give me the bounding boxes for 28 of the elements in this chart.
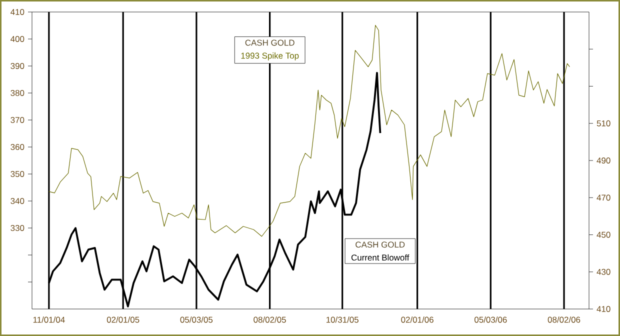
x-tick-label: 02/01/06 (401, 316, 434, 323)
annotation: CASH GOLD (245, 40, 294, 46)
y2-tick-label: 450 (596, 232, 610, 238)
y-tick-label: 380 (10, 90, 24, 96)
y2-tick-label: 510 (596, 120, 610, 126)
line-series (48, 24, 570, 237)
x-tick-label: 08/02/05 (254, 316, 286, 323)
x-tick-label: 10/31/05 (326, 316, 358, 323)
y-tick-label: 390 (10, 63, 24, 69)
text: Current Blowoff (351, 254, 410, 261)
y2-tick-label: 430 (596, 268, 610, 275)
y-tick-label: 370 (10, 117, 24, 123)
y-tick-label: 330 (10, 225, 24, 231)
x-tick-label: 05/03/06 (474, 316, 507, 323)
y2-tick-label: 490 (596, 158, 610, 164)
x-tick-label: 02/01/05 (106, 316, 140, 323)
y-tick-label: 360 (10, 144, 24, 150)
x-tick-label: 05/03/05 (180, 316, 213, 323)
y2-tick-label: 410 (596, 306, 610, 312)
text: 1993 Spike Top (241, 52, 299, 60)
x-tick-label: 11/01/04 (33, 316, 65, 323)
x-tick-label: 08/02/06 (548, 316, 580, 323)
annotation: CASH GOLD (356, 242, 405, 248)
y-tick-label: 400 (10, 36, 24, 42)
y2-tick-label: 470 (596, 194, 610, 201)
y-tick-label: 410 (10, 9, 24, 15)
y-tick-label: 340 (10, 198, 24, 204)
y-tick-label: 350 (10, 171, 24, 177)
